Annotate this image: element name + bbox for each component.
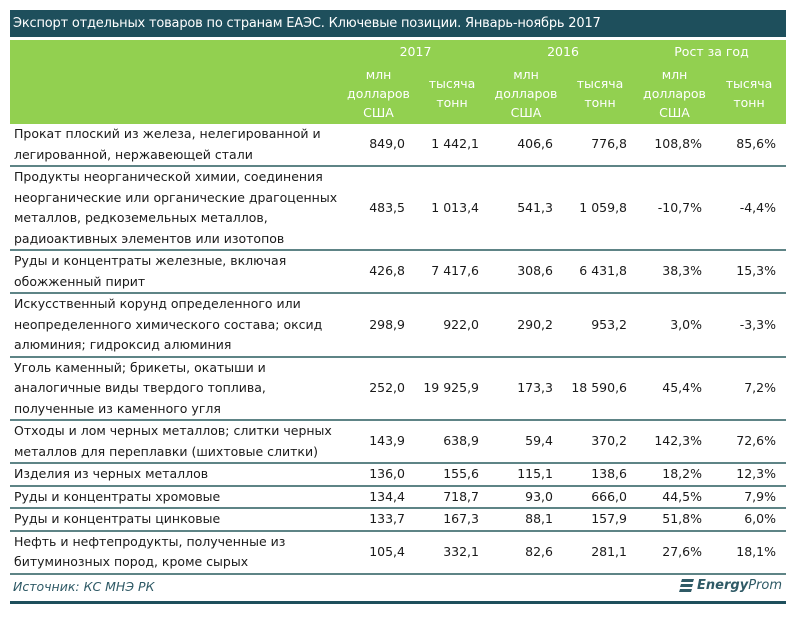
cell-value: 27,6% [637, 530, 712, 575]
row-label: Нефть и нефтепродукты, полученные из бит… [10, 530, 342, 575]
header-year-2016: 2016 [547, 44, 579, 59]
cell-value: 45,4% [637, 356, 712, 421]
cell-value: 7 417,6 [415, 250, 489, 294]
cell-value: 7,9% [712, 485, 786, 509]
cell-value: 776,8 [563, 124, 637, 167]
row-label: Искусственный корунд определенного или н… [10, 293, 342, 358]
header-unit: млн долларов США [347, 66, 410, 120]
cell-value: 85,6% [712, 124, 786, 167]
cell-value: 6 431,8 [563, 250, 637, 294]
header-unit: млн долларов США [643, 66, 706, 120]
cell-value: 134,4 [342, 485, 415, 509]
cell-value: 298,9 [342, 293, 415, 358]
table-row: Руды и концентраты цинковые 133,7 167,3 88,… [10, 508, 786, 532]
cell-value: 82,6 [489, 530, 563, 575]
table-title: Экспорт отдельных товаров по странам ЕАЭ… [10, 10, 786, 37]
source-note: Источник: КС МНЭ РК [13, 578, 155, 594]
cell-value: 93,0 [489, 485, 563, 509]
cell-value: 142,3% [637, 420, 712, 464]
cell-value: 308,6 [489, 250, 563, 294]
cell-value: 290,2 [489, 293, 563, 358]
row-label: Прокат плоский из железа, нелегированной… [10, 124, 342, 167]
row-label: Отходы и лом черных металлов; слитки чер… [10, 420, 342, 464]
export-table-panel: Экспорт отдельных товаров по странам ЕАЭ… [10, 10, 786, 604]
header-unit: тысяча тонн [576, 76, 624, 110]
table-row: Искусственный корунд определенного или н… [10, 293, 786, 358]
cell-value: -4,4% [712, 166, 786, 251]
cell-value: 483,5 [342, 166, 415, 251]
row-label: Изделия из черных металлов [10, 463, 342, 487]
cell-value: 1 442,1 [415, 124, 489, 167]
cell-value: 281,1 [563, 530, 637, 575]
logo-text-bold: Energy [697, 578, 749, 593]
cell-value: 72,6% [712, 420, 786, 464]
cell-value: 406,6 [489, 124, 563, 167]
table-row: Уголь каменный; брикеты, окатыши и анало… [10, 356, 786, 421]
table-row: Руды и концентраты хромовые 134,4 718,7 93,… [10, 485, 786, 509]
cell-value: 12,3% [712, 463, 786, 487]
cell-value: 370,2 [563, 420, 637, 464]
logo-icon [679, 578, 695, 592]
cell-value: 18,1% [712, 530, 786, 575]
header-unit: тысяча тонн [428, 76, 476, 110]
cell-value: 6,0% [712, 508, 786, 532]
cell-value: 922,0 [415, 293, 489, 358]
header-year-2017: 2017 [399, 44, 432, 59]
cell-value: 426,8 [342, 250, 415, 294]
table-row: Отходы и лом черных металлов; слитки чер… [10, 420, 786, 464]
cell-value: 252,0 [342, 356, 415, 421]
table-row: Изделия из черных металлов 136,0 155,6 115,… [10, 463, 786, 487]
header-growth: Рост за год [674, 44, 749, 59]
row-label: Продукты неорганической химии, соединени… [10, 166, 342, 251]
row-label: Руды и концентраты хромовые [10, 485, 342, 509]
logo-text: Prom [748, 578, 782, 593]
cell-value: 143,9 [342, 420, 415, 464]
cell-value: 953,2 [563, 293, 637, 358]
cell-value: 15,3% [712, 250, 786, 294]
cell-value: 138,6 [563, 463, 637, 487]
cell-value: 7,2% [712, 356, 786, 421]
cell-value: 59,4 [489, 420, 563, 464]
cell-value: 38,3% [637, 250, 712, 294]
data-table: Прокат плоский из железа, нелегированной… [10, 124, 786, 575]
cell-value: 105,4 [342, 530, 415, 575]
cell-value: 332,1 [415, 530, 489, 575]
cell-value: 51,8% [637, 508, 712, 532]
energyprom-logo: Energy Prom [679, 578, 782, 594]
cell-value: 88,1 [489, 508, 563, 532]
header-unit: млн долларов США [494, 66, 558, 120]
table-footer: Источник: КС МНЭ РК Energy Prom [10, 575, 786, 604]
row-label: Руды и концентраты железные, включая обо… [10, 250, 342, 294]
cell-value: -10,7% [637, 166, 712, 251]
cell-value: 115,1 [489, 463, 563, 487]
cell-value: 19 925,9 [415, 356, 489, 421]
cell-value: 167,3 [415, 508, 489, 532]
header-unit: тысяча тонн [725, 76, 773, 110]
cell-value: 638,9 [415, 420, 489, 464]
cell-value: 1 059,8 [563, 166, 637, 251]
cell-value: 157,9 [563, 508, 637, 532]
cell-value: 108,8% [637, 124, 712, 167]
table-header: 2017 2016 Рост за год млн долларов США т… [10, 40, 786, 124]
table-row: Нефть и нефтепродукты, полученные из бит… [10, 530, 786, 575]
cell-value: 155,6 [415, 463, 489, 487]
cell-value: 173,3 [489, 356, 563, 421]
row-label: Руды и концентраты цинковые [10, 508, 342, 532]
cell-value: 666,0 [563, 485, 637, 509]
cell-value: 718,7 [415, 485, 489, 509]
cell-value: 44,5% [637, 485, 712, 509]
cell-value: 541,3 [489, 166, 563, 251]
table-row: Руды и концентраты железные, включая обо… [10, 250, 786, 294]
cell-value: 133,7 [342, 508, 415, 532]
cell-value: 849,0 [342, 124, 415, 167]
cell-value: -3,3% [712, 293, 786, 358]
cell-value: 3,0% [637, 293, 712, 358]
cell-value: 18,2% [637, 463, 712, 487]
cell-value: 1 013,4 [415, 166, 489, 251]
cell-value: 136,0 [342, 463, 415, 487]
table-row: Прокат плоский из железа, нелегированной… [10, 124, 786, 167]
row-label: Уголь каменный; брикеты, окатыши и анало… [10, 356, 342, 421]
cell-value: 18 590,6 [563, 356, 637, 421]
table-row: Продукты неорганической химии, соединени… [10, 166, 786, 251]
